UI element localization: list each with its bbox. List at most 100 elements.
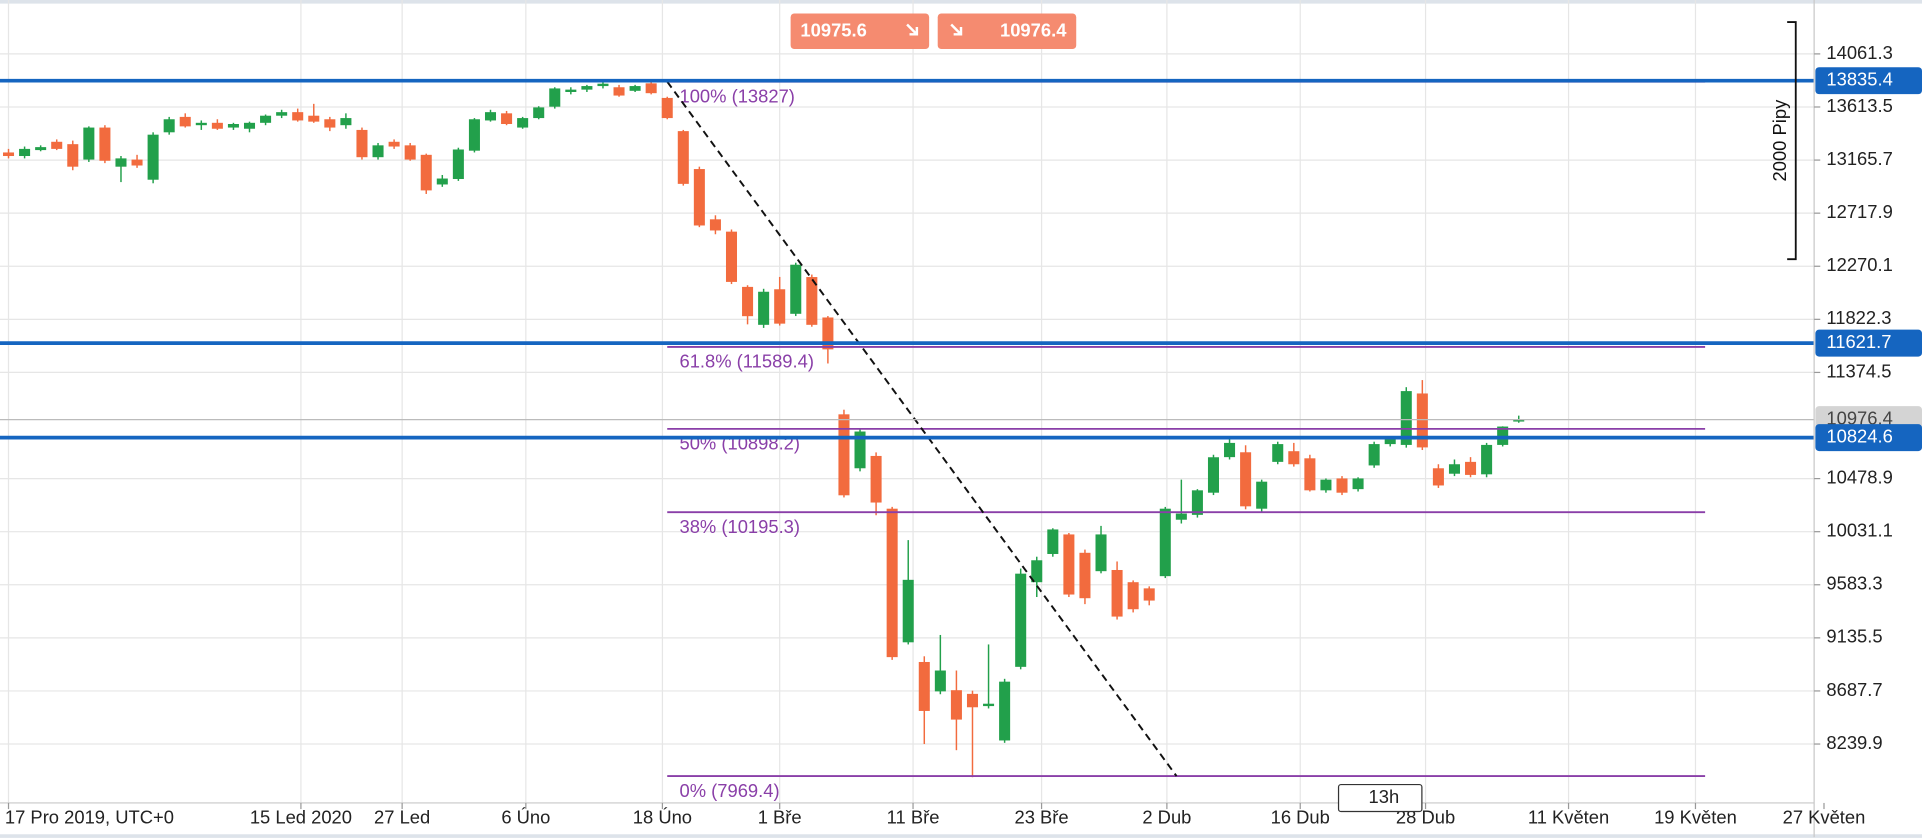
price-line-box (1815, 329, 1922, 357)
x-tick-label: 11 Květen (1528, 807, 1609, 828)
candle-body (693, 169, 705, 226)
candle-body (774, 289, 786, 324)
y-tick-label: 12270.1 (1826, 254, 1892, 275)
candle-body (1368, 444, 1380, 466)
sell-button-bg[interactable] (790, 13, 930, 50)
overlay: 100% (13827)61.8% (11589.4)50% (10898.2)… (0, 21, 1815, 801)
candle-body (1207, 457, 1219, 493)
fib-label: 0% (7969.4) (679, 780, 779, 801)
candle-body (2, 152, 15, 157)
y-tick-label: 8687.7 (1826, 679, 1882, 700)
candle-body (484, 112, 497, 121)
candle-body (468, 119, 480, 151)
candle-body (1175, 513, 1187, 520)
candle-body (276, 112, 288, 116)
candle-body (340, 118, 352, 126)
candle-body (1416, 393, 1428, 448)
candle-body (517, 118, 529, 128)
candle-body (1015, 573, 1027, 667)
candle-body (1304, 458, 1316, 491)
y-tick-label: 11374.5 (1826, 360, 1891, 381)
buy-button[interactable]: 10976.4 (937, 13, 1077, 50)
candle-body (1288, 451, 1300, 465)
candle-body (1384, 438, 1396, 445)
candle-body (838, 414, 850, 496)
candle-body (436, 178, 448, 185)
bar-countdown: 13h (1337, 783, 1423, 813)
candle-body (356, 129, 368, 158)
candle-body (1465, 461, 1477, 475)
candle-body (645, 83, 657, 94)
candle-body (1336, 478, 1348, 493)
candle-body (1320, 479, 1332, 491)
candle-body (388, 141, 400, 147)
buy-button-bg[interactable] (937, 13, 1077, 50)
countdown-label: 13h (1369, 786, 1400, 807)
y-tick-label: 10031.1 (1826, 520, 1892, 541)
candle-body (549, 88, 561, 107)
y-tick-label: 14061.3 (1826, 42, 1892, 63)
buy-price[interactable]: 10976.4 (1000, 20, 1067, 41)
x-tick-label: 18 Úno (633, 807, 692, 828)
price-line-box (1815, 424, 1922, 452)
sell-price[interactable]: 10975.6 (800, 20, 866, 41)
candle-body (999, 681, 1011, 741)
x-tick-label: 15 Led 2020 (250, 807, 352, 828)
candle-body (83, 127, 95, 160)
x-tick-label: 1 Bře (758, 807, 802, 828)
y-tick-label: 13613.5 (1826, 95, 1892, 116)
candle-body (661, 97, 673, 119)
candle-body (1256, 481, 1268, 509)
candle-body (677, 131, 689, 184)
candle-body (35, 147, 47, 151)
candle-body (613, 87, 625, 96)
axes: 14061.3 13613.5 13165.7 12717.9 12270.1 11822… (5, 42, 1922, 828)
candle-body (918, 661, 930, 711)
candle-body (195, 122, 207, 126)
y-tick-label: 9135.5 (1826, 626, 1882, 647)
candle-body (950, 690, 962, 720)
candle-body (581, 86, 593, 90)
candle-body (1497, 426, 1509, 445)
plot (2, 81, 1525, 778)
candle-body (806, 277, 818, 325)
x-tick-label: 17 Pro 2019, UTC+0 (5, 807, 174, 828)
candle-body (1111, 569, 1123, 617)
x-tick-label: 16 Dub (1271, 807, 1330, 828)
candle-body (1352, 478, 1364, 490)
candle-body (147, 134, 159, 180)
candle-body (790, 264, 802, 314)
candle-body (934, 670, 946, 692)
candle-body (211, 122, 223, 129)
x-tick-label: 2 Dub (1142, 807, 1191, 828)
candle-body (1127, 582, 1139, 610)
candle-body (983, 703, 995, 707)
candle-body (452, 149, 464, 180)
candle-body (51, 141, 63, 149)
x-tick-label: 27 Květen (1783, 807, 1866, 828)
candle-body (597, 83, 609, 87)
sell-icon[interactable] (906, 23, 919, 36)
candle-body (533, 107, 545, 119)
current-price-label: 10976.4 (1826, 407, 1892, 428)
candle-body (404, 145, 416, 160)
candle-body (19, 148, 31, 157)
y-tick-label: 12717.9 (1826, 201, 1892, 222)
candle-body (1448, 464, 1460, 474)
ruler-label: 2000 Pipy (1769, 99, 1790, 182)
candle-body (227, 124, 239, 128)
y-tick-label: 9583.3 (1826, 573, 1882, 594)
candle-body (372, 145, 384, 158)
candle-body (1272, 444, 1284, 462)
trend-line (666, 81, 1178, 777)
x-tick-label: 19 Květen (1654, 807, 1737, 828)
price-line-label: 10824.6 (1826, 425, 1892, 446)
candle-body (1481, 444, 1493, 475)
candle-body (565, 89, 577, 92)
sell-button[interactable]: 10975.6 (790, 13, 930, 50)
buy-icon[interactable] (950, 23, 963, 36)
fib-label: 38% (10195.3) (679, 516, 800, 537)
candle-body (420, 154, 432, 191)
y-tick-label: 11822.3 (1826, 307, 1891, 328)
